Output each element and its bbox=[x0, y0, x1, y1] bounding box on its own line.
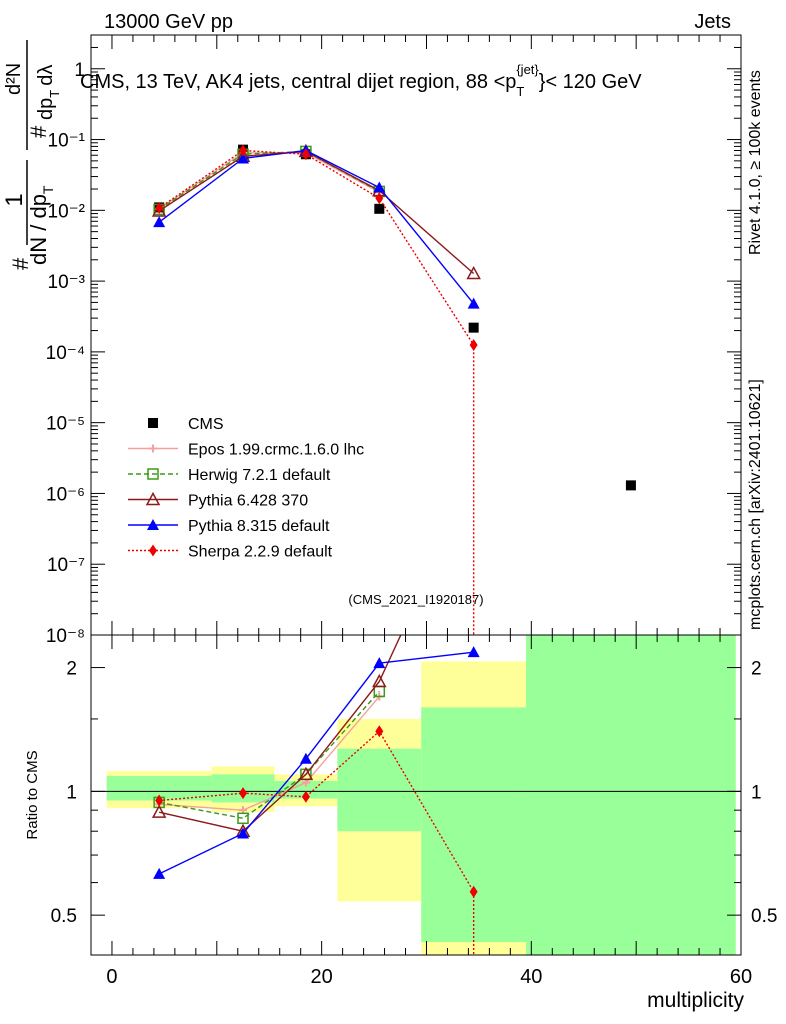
data-point-0-3 bbox=[374, 203, 385, 214]
data-point-0-5 bbox=[625, 480, 636, 491]
ratio-band-green-5 bbox=[526, 635, 736, 955]
legend-label-2: Herwig 7.2.1 default bbox=[188, 467, 331, 484]
ratio-point-3-2 bbox=[298, 766, 314, 781]
ratio-point-4-0 bbox=[153, 867, 166, 879]
legend-label-5: Sherpa 2.2.9 default bbox=[188, 544, 333, 561]
ratio-point-5-1 bbox=[239, 787, 248, 800]
series-line-3 bbox=[158, 150, 475, 275]
ratio-bands bbox=[91, 635, 741, 955]
y-label-hash-left: # bbox=[8, 257, 33, 270]
legend-label-1: Epos 1.99.crmc.1.6.0 lhc bbox=[188, 442, 364, 459]
ratio-ytick-label-2: 2 bbox=[66, 659, 77, 680]
y-axis-label: # 1 dN / dpT # d²N dpTdλ bbox=[1, 40, 62, 270]
ratio-point-4-2 bbox=[299, 752, 312, 764]
series-line-4 bbox=[158, 149, 475, 305]
ratio-point-2-1 bbox=[237, 812, 249, 825]
ratio-ytick-label-right-1: 1 bbox=[751, 782, 762, 803]
ratio-line-3 bbox=[158, 635, 402, 832]
main-ytick-label-7: 10⁻¹ bbox=[48, 131, 86, 152]
legend-marker-4 bbox=[147, 519, 159, 530]
main-ytick-label-8: 1 bbox=[74, 60, 85, 81]
series-line-2 bbox=[158, 150, 380, 211]
main-plot-series bbox=[151, 143, 636, 635]
ratio-point-5-0 bbox=[155, 794, 164, 807]
main-ytick-label-5: 10⁻³ bbox=[48, 272, 86, 293]
ratio-plot-ticks: 0.5 0.51 12 20 20 40 60 bbox=[51, 635, 777, 988]
ratio-point-5-4 bbox=[469, 885, 478, 898]
ratio-line-5 bbox=[159, 730, 475, 955]
ratio-band-green-4 bbox=[421, 707, 527, 943]
data-point-4-0 bbox=[153, 216, 166, 228]
main-ytick-label-3: 10⁻⁵ bbox=[46, 414, 85, 435]
data-point-3-4 bbox=[466, 265, 481, 280]
legend-label-3: Pythia 6.428 370 bbox=[188, 493, 308, 510]
main-ytick-label-6: 10⁻² bbox=[48, 201, 86, 222]
xtick-label-1: 20 bbox=[311, 966, 333, 988]
legend: CMS Epos 1.99.crmc.1.6.0 lhc Herwig 7.2.1 … bbox=[128, 416, 364, 561]
xtick-label-3: 60 bbox=[730, 966, 752, 988]
y-label-hash-right: # bbox=[26, 125, 51, 138]
ratio-plot-series bbox=[151, 635, 480, 955]
legend-label-0: CMS bbox=[188, 416, 224, 433]
ratio-point-4-4 bbox=[467, 646, 480, 658]
analysis-id: (CMS_2021_I1920187) bbox=[348, 592, 483, 607]
main-plot: 10⁻⁸ 10⁻⁷ 10⁻⁶ 10⁻⁵ 10⁻⁴ 10⁻³ 10⁻² 10⁻¹ 1 CMS, 1… bbox=[46, 34, 742, 647]
data-point-0-4 bbox=[468, 322, 479, 333]
legend-label-4: Pythia 8.315 default bbox=[188, 518, 330, 535]
data-point-5-3 bbox=[375, 192, 384, 205]
xtick-label-2: 40 bbox=[520, 966, 542, 988]
main-plot-ticks: 10⁻⁸ 10⁻⁷ 10⁻⁶ 10⁻⁵ 10⁻⁴ 10⁻³ 10⁻² 10⁻¹ 1 bbox=[46, 34, 742, 647]
data-point-4-3 bbox=[373, 181, 386, 193]
ratio-band-green-3 bbox=[337, 748, 422, 832]
data-point-5-4 bbox=[469, 339, 478, 352]
data-point-4-1 bbox=[237, 152, 250, 164]
ratio-ytick-label-0: 0.5 bbox=[51, 906, 77, 927]
header-left: 13000 GeV pp bbox=[104, 11, 233, 33]
ratio-plot-frame bbox=[90, 634, 742, 956]
ratio-point-5-2 bbox=[301, 790, 310, 803]
ratio-point-3-0 bbox=[151, 804, 167, 818]
x-axis-label: multiplicity bbox=[647, 989, 744, 1012]
main-ytick-label-2: 10⁻⁶ bbox=[46, 484, 85, 505]
y-label-frac-num: 1 bbox=[1, 193, 28, 206]
xtick-label-0: 0 bbox=[106, 966, 117, 988]
side-label-top: Rivet 4.1.0, ≥ 100k events bbox=[747, 70, 764, 255]
data-point-5-1 bbox=[239, 144, 248, 157]
legend-marker-3 bbox=[145, 491, 161, 506]
ratio-point-4-3 bbox=[373, 657, 386, 669]
main-ytick-label-1: 10⁻⁷ bbox=[47, 555, 85, 576]
y-label-rhs-den: dpTdλ bbox=[35, 65, 62, 120]
main-ytick-label-4: 10⁻⁴ bbox=[46, 343, 85, 364]
ratio-band-green-2 bbox=[274, 780, 338, 799]
ratio-y-label: Ratio to CMS bbox=[24, 750, 41, 839]
legend-marker-2 bbox=[147, 468, 159, 480]
side-label-bottom: mcplots.cern.ch [arXiv:2401.10621] bbox=[747, 379, 764, 630]
ratio-point-3-3 bbox=[372, 673, 387, 688]
legend-marker-1 bbox=[149, 444, 157, 453]
main-ytick-label-0: 10⁻⁸ bbox=[46, 626, 85, 647]
header-right: Jets bbox=[694, 11, 731, 33]
legend-marker-0 bbox=[148, 418, 158, 428]
series-line-1 bbox=[158, 152, 380, 210]
data-point-3-0 bbox=[151, 203, 167, 217]
main-plot-title: CMS, 13 TeV, AK4 jets, central dijet reg… bbox=[80, 62, 642, 99]
ratio-ytick-label-right-2: 2 bbox=[751, 659, 762, 680]
data-point-4-4 bbox=[467, 297, 480, 309]
ratio-ytick-label-right-0: 0.5 bbox=[751, 906, 777, 927]
data-point-5-2 bbox=[301, 148, 310, 161]
y-label-rhs-num: d²N bbox=[3, 63, 25, 95]
ratio-point-5-3 bbox=[375, 725, 384, 738]
series-line-5 bbox=[158, 149, 475, 635]
ratio-plot: 0.5 0.51 12 20 20 40 60 Ratio to CMS multiplic… bbox=[24, 634, 777, 1012]
data-point-5-0 bbox=[155, 201, 164, 214]
y-label-frac-den: dN / dpT bbox=[26, 185, 56, 265]
ratio-ytick-label-1: 1 bbox=[66, 782, 77, 803]
ratio-point-4-1 bbox=[237, 827, 250, 839]
legend-marker-5 bbox=[149, 544, 157, 557]
